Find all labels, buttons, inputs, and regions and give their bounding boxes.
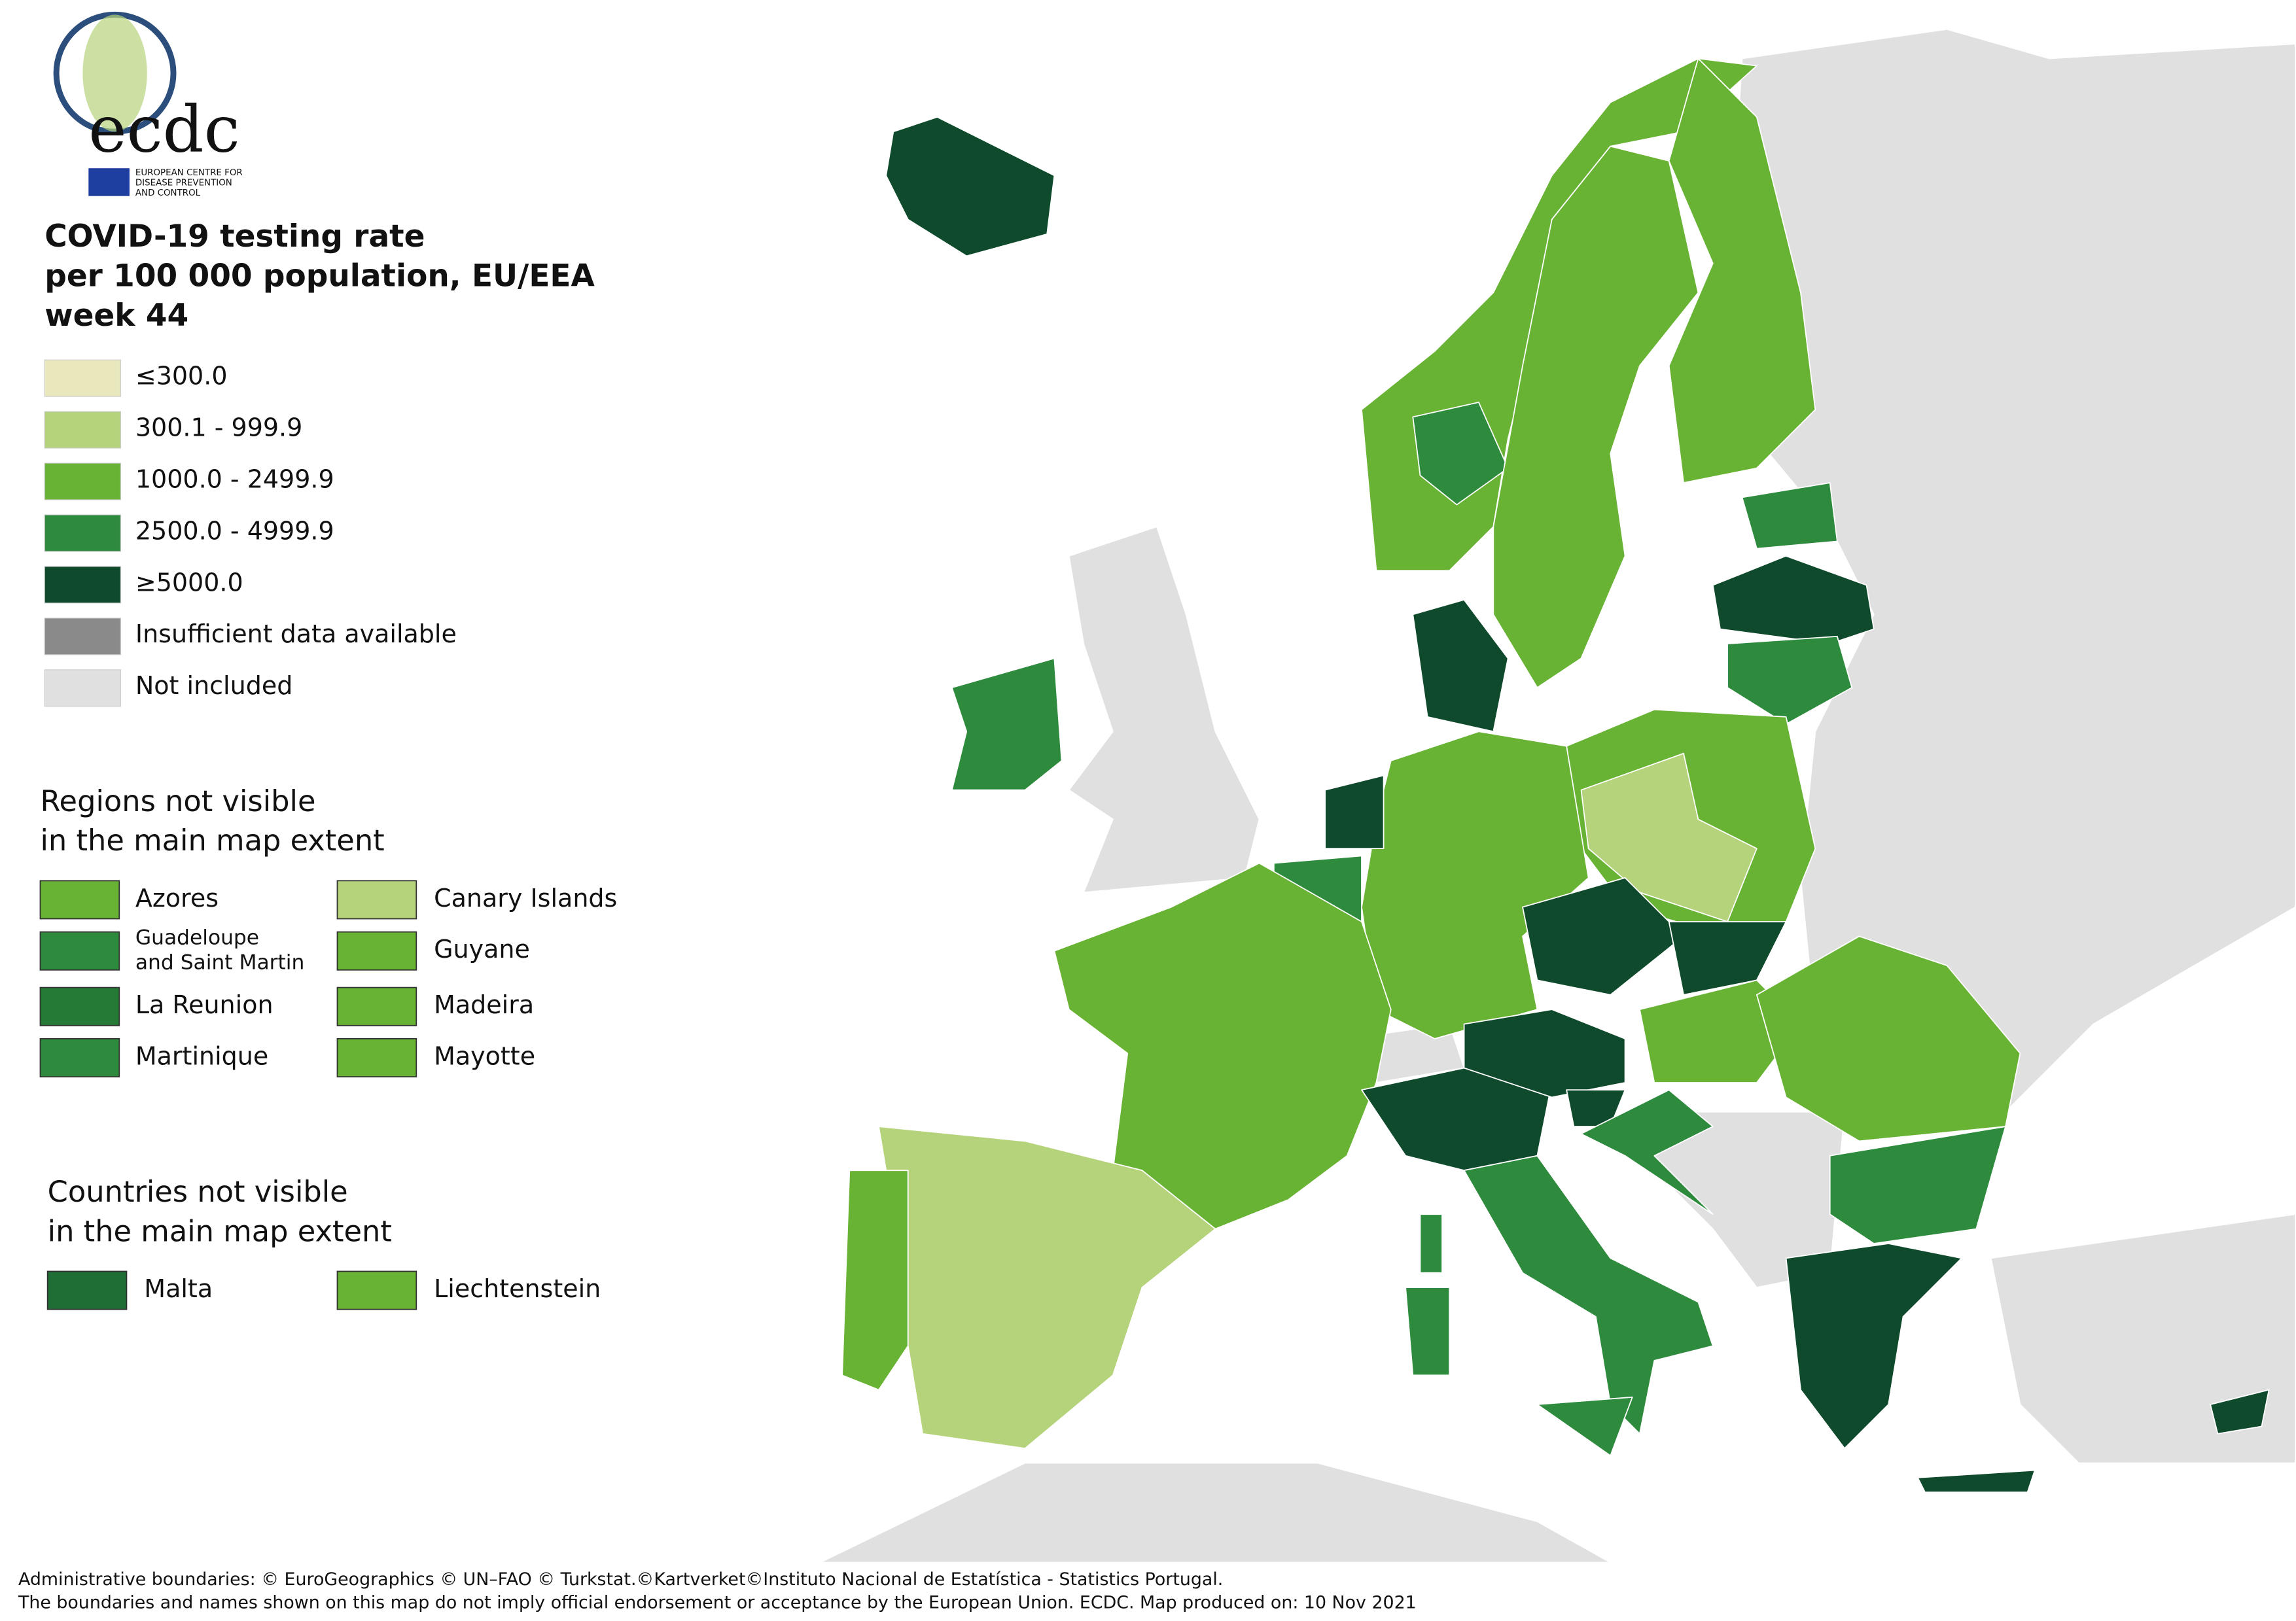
denmark	[1412, 599, 1509, 733]
legend-swatch	[44, 411, 122, 449]
section-title: in the main map extent	[40, 823, 384, 858]
legend-swatch	[44, 566, 122, 604]
norway-region	[1412, 402, 1509, 506]
legend-label: Malta	[144, 1274, 213, 1303]
czechia	[1522, 877, 1684, 996]
eu-flag	[88, 168, 130, 196]
legend-label: Liechtenstein	[434, 1274, 601, 1303]
finland	[1668, 58, 1816, 483]
legend-swatch	[336, 1037, 417, 1077]
legend-label: ≥5000.0	[135, 568, 243, 597]
netherlands	[1324, 775, 1385, 850]
legend-label: 300.1 - 999.9	[135, 413, 302, 442]
legend-swatch	[336, 986, 417, 1026]
legend-label: La Reunion	[135, 990, 274, 1019]
legend-swatch	[336, 931, 417, 971]
map-title: week 44	[44, 298, 188, 334]
legend-swatch	[336, 1270, 417, 1310]
legend-label: ≤300.0	[135, 362, 228, 391]
ireland	[951, 657, 1063, 791]
legend-swatch	[44, 462, 122, 500]
legend-label: Mayotte	[434, 1041, 535, 1070]
legend-swatch	[44, 359, 122, 397]
logo-text: ecdc	[88, 92, 239, 167]
legend-swatch	[46, 1270, 128, 1310]
sardinia	[1405, 1287, 1451, 1376]
legend-swatch	[39, 880, 120, 920]
legend-swatch	[39, 986, 120, 1026]
land-not-included	[819, 1462, 1612, 1563]
romania	[1756, 935, 2021, 1142]
legend-label: Insufficient data available	[135, 619, 457, 648]
logo-caption: DISEASE PREVENTION	[135, 179, 232, 188]
section-title: Countries not visible	[48, 1174, 348, 1209]
portugal	[841, 1170, 909, 1391]
logo: ecdc EUROPEAN CENTRE FOR DISEASE PREVENT…	[53, 11, 243, 198]
map	[819, 28, 2296, 1563]
estonia	[1741, 482, 1838, 549]
section-title: in the main map extent	[48, 1213, 392, 1248]
legend-label: and Saint Martin	[135, 951, 304, 975]
section-title: Regions not visible	[40, 784, 315, 818]
legend-label: Martinique	[135, 1041, 268, 1070]
logo-caption: EUROPEAN CENTRE FOR	[135, 168, 243, 178]
bulgaria	[1829, 1126, 2006, 1244]
legend-swatch	[44, 669, 122, 707]
crete	[1916, 1469, 2036, 1493]
latvia	[1712, 555, 1875, 644]
legend-swatch	[336, 880, 417, 920]
legend-label: Canary Islands	[434, 884, 617, 913]
greece	[1785, 1243, 1962, 1449]
legend-label: 2500.0 - 4999.9	[135, 516, 334, 545]
legend-swatch	[39, 1037, 120, 1077]
croatia	[1580, 1089, 1714, 1215]
footer: Administrative boundaries: © EuroGeograp…	[18, 1569, 1223, 1590]
italy	[1463, 1155, 1714, 1435]
france	[1053, 862, 1392, 1230]
legend-label: Azores	[135, 884, 219, 913]
legend-swatch	[44, 618, 122, 655]
legend-swatch	[44, 514, 122, 552]
land-not-included	[1068, 526, 1260, 894]
iceland	[885, 116, 1055, 257]
logo-land	[82, 14, 147, 132]
legend-label: Madeira	[434, 990, 534, 1019]
legend-label: Not included	[135, 671, 292, 700]
germany	[1361, 731, 1589, 1039]
land-not-included	[1990, 1213, 2296, 1464]
map-title: COVID-19 testing rate	[44, 218, 425, 254]
map-title: per 100 000 population, EU/EEA	[44, 258, 595, 294]
corsica	[1419, 1213, 1443, 1274]
legend-panel: COVID-19 testing rate per 100 000 populat…	[18, 218, 1417, 1613]
logo-caption: AND CONTROL	[135, 188, 201, 198]
sweden	[1492, 145, 1699, 689]
footer: The boundaries and names shown on this m…	[18, 1593, 1417, 1613]
cyprus	[2210, 1389, 2270, 1435]
legend-swatch	[39, 931, 120, 971]
sicily	[1536, 1396, 1633, 1457]
lithuania	[1727, 635, 1853, 725]
legend-label: 1000.0 - 2499.9	[135, 464, 334, 493]
legend-label: Guyane	[434, 935, 530, 964]
legend-label: Guadeloupe	[135, 926, 259, 950]
austria	[1463, 1009, 1626, 1098]
